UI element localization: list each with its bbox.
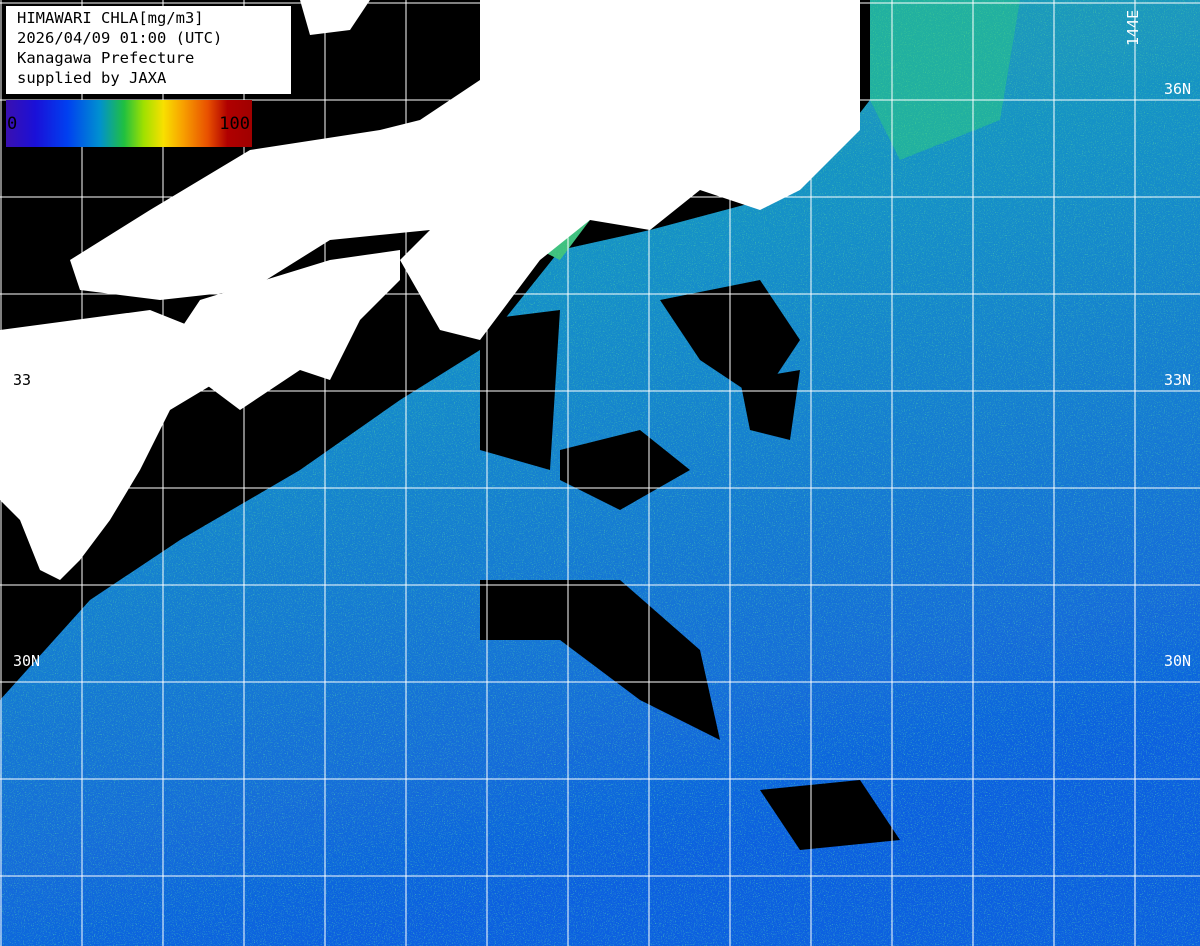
lat-label-30n-left: 30N — [13, 652, 41, 670]
land — [0, 0, 860, 580]
lat-label-33n: 33N — [1164, 371, 1192, 389]
lon-label-144e: 144E — [1124, 9, 1142, 46]
region-line: Kanagawa Prefecture — [17, 49, 195, 67]
credit-line: supplied by JAXA — [17, 69, 167, 87]
lat-label-33-left: 33 — [13, 371, 32, 389]
datetime-line: 2026/04/09 01:00 (UTC) — [17, 29, 223, 47]
title-line: HIMAWARI CHLA[mg/m3] — [17, 9, 204, 27]
scale-max-label: 100 — [219, 114, 250, 134]
lon-label-136e: 136E — [482, 1, 500, 38]
color-scale-bar: 0 100 — [6, 100, 252, 147]
lat-label-30n: 30N — [1164, 652, 1192, 670]
title-box: HIMAWARI CHLA[mg/m3] 2026/04/09 01:00 (U… — [6, 6, 291, 94]
lat-label-36n: 36N — [1164, 80, 1192, 98]
scale-min-label: 0 — [7, 114, 18, 134]
